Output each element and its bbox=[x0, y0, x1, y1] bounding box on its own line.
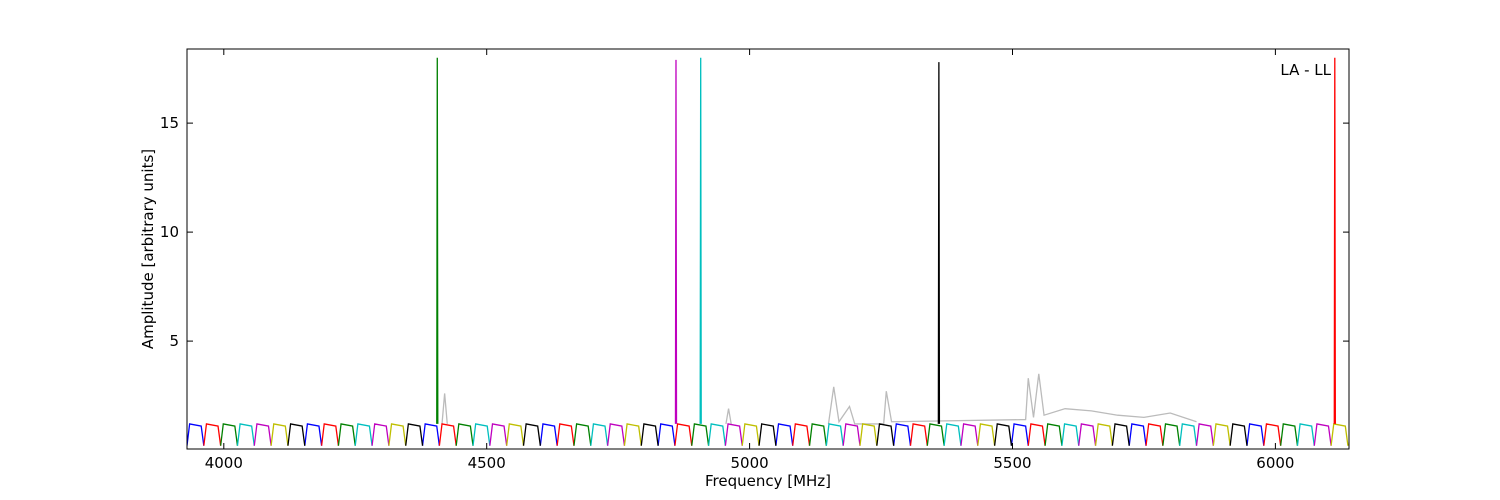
series-line bbox=[203, 423, 1282, 446]
series-line bbox=[187, 423, 1265, 446]
annotation: LA - LL bbox=[1280, 61, 1331, 79]
series-line bbox=[253, 423, 1332, 446]
x-tick-label: 4000 bbox=[205, 454, 243, 472]
x-tick-label: 5500 bbox=[993, 454, 1031, 472]
series-line bbox=[699, 57, 702, 424]
series-line bbox=[937, 62, 941, 424]
series-line bbox=[1333, 57, 1336, 424]
axes-frame bbox=[186, 48, 1350, 450]
y-tick-label: 15 bbox=[160, 114, 179, 132]
y-axis-label: Amplitude [arbitrary units] bbox=[139, 149, 157, 349]
y-tick-label: 10 bbox=[160, 223, 179, 241]
series-line bbox=[436, 57, 439, 424]
series-line bbox=[674, 59, 678, 424]
x-tick-label: 6000 bbox=[1256, 454, 1294, 472]
series-line bbox=[236, 423, 1315, 446]
plot-area bbox=[187, 57, 1349, 446]
series-line bbox=[220, 423, 1299, 446]
series-line bbox=[287, 423, 1248, 446]
y-tick-label: 5 bbox=[169, 332, 179, 350]
x-tick-label: 4500 bbox=[468, 454, 506, 472]
x-axis-label: Frequency [MHz] bbox=[705, 472, 831, 490]
x-tick-label: 5000 bbox=[731, 454, 769, 472]
series-line bbox=[441, 373, 1197, 425]
series-line bbox=[270, 423, 1349, 446]
ticks: 4000 4500 5000 5500 6000 5 10 15 bbox=[160, 49, 1349, 472]
